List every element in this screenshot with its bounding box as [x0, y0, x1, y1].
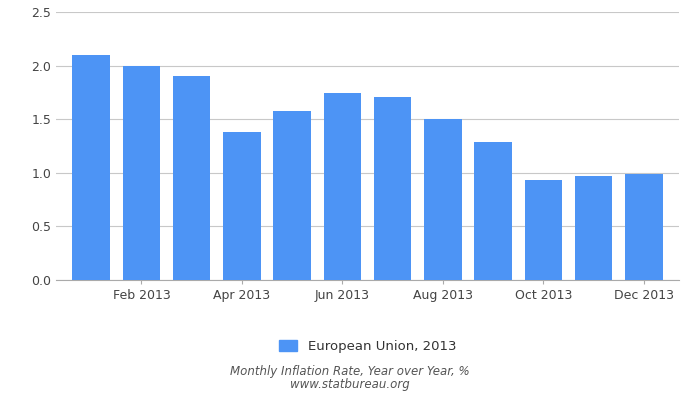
Bar — [72, 55, 110, 280]
Bar — [122, 66, 160, 280]
Bar — [223, 132, 260, 280]
Bar — [323, 94, 361, 280]
Bar — [524, 180, 562, 280]
Bar — [575, 176, 612, 280]
Bar — [374, 97, 412, 280]
Bar — [273, 111, 311, 280]
Bar — [475, 142, 512, 280]
Text: www.statbureau.org: www.statbureau.org — [290, 378, 410, 391]
Bar — [173, 76, 211, 280]
Bar — [625, 174, 663, 280]
Bar — [424, 119, 462, 280]
Legend: European Union, 2013: European Union, 2013 — [274, 335, 461, 358]
Text: Monthly Inflation Rate, Year over Year, %: Monthly Inflation Rate, Year over Year, … — [230, 365, 470, 378]
